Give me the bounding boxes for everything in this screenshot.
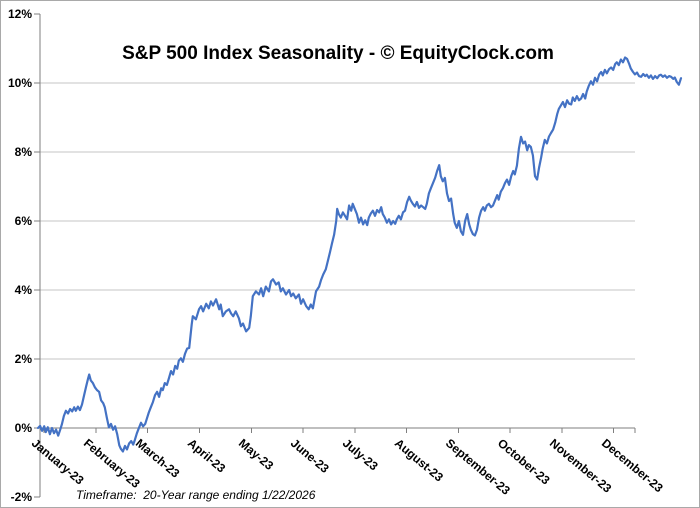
- y-axis-tick-label: 12%: [7, 7, 32, 21]
- y-axis-tick-label: 8%: [14, 145, 32, 159]
- timeframe-note: Timeframe: 20-Year range ending 1/22/202…: [76, 488, 316, 502]
- y-axis-tick-label: 6%: [14, 214, 32, 228]
- chart-title: S&P 500 Index Seasonality - © EquityCloc…: [122, 43, 554, 64]
- y-axis-tick-label: 4%: [14, 283, 32, 297]
- y-axis-tick-label: 10%: [7, 76, 32, 90]
- y-axis-tick-label: -2%: [10, 490, 32, 504]
- y-axis-tick-label: 2%: [14, 352, 32, 366]
- y-axis-tick-label: 0%: [14, 421, 32, 435]
- seasonality-line: [36, 56, 683, 453]
